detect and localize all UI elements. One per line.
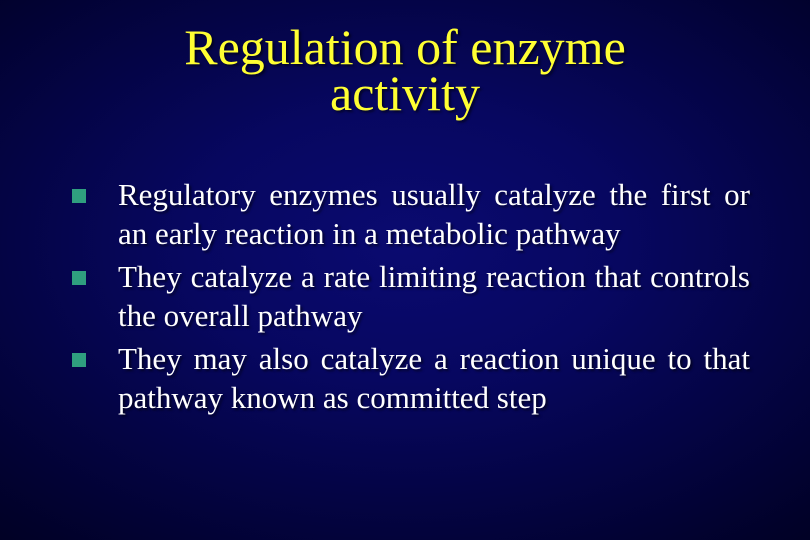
list-item: They catalyze a rate limiting reaction t… — [72, 257, 750, 335]
bullet-text: Regulatory enzymes usually catalyze the … — [118, 175, 750, 253]
list-item: They may also catalyze a reaction unique… — [72, 339, 750, 417]
bullet-text: They catalyze a rate limiting reaction t… — [118, 257, 750, 335]
slide-title: Regulation of enzyme activity — [0, 0, 810, 116]
square-bullet-icon — [72, 271, 86, 285]
bullet-text: They may also catalyze a reaction unique… — [118, 339, 750, 417]
title-line-2: activity — [330, 65, 480, 121]
slide: Regulation of enzyme activity Regulatory… — [0, 0, 810, 540]
square-bullet-icon — [72, 353, 86, 367]
list-item: Regulatory enzymes usually catalyze the … — [72, 175, 750, 253]
slide-body: Regulatory enzymes usually catalyze the … — [72, 175, 750, 421]
square-bullet-icon — [72, 189, 86, 203]
